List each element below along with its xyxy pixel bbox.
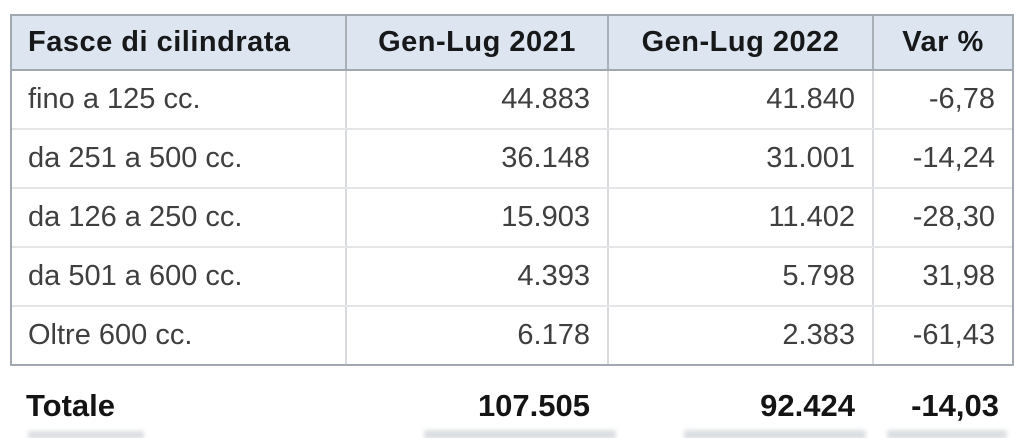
row-category: fino a 125 cc. [28,83,201,115]
cutoff-text-artifact [684,430,866,438]
row-variation: -6,78 [872,71,1012,128]
row-category: da 501 a 600 cc. [28,260,243,292]
row-category: da 126 a 250 cc. [28,201,243,233]
row-variation: -14,24 [872,130,1012,187]
row-value-2021: 15.903 [345,189,607,246]
row-variation: 31,98 [872,248,1012,305]
row-value-2022: 5.798 [607,248,872,305]
table-row: Oltre 600 cc. 6.178 2.383 -61,43 [12,305,1012,364]
row-variation: -61,43 [872,307,1012,364]
totals-row: Totale 107.505 92.424 -14,03 [10,383,1014,429]
row-value-2022: 2.383 [607,307,872,364]
totals-variation: -14,03 [911,388,999,423]
row-value-2021: 44.883 [345,71,607,128]
cutoff-text-artifact [424,430,616,438]
row-category: Oltre 600 cc. [28,319,193,351]
table-row: fino a 125 cc. 44.883 41.840 -6,78 [12,71,1012,128]
row-value-2022: 41.840 [607,71,872,128]
cutoff-text-artifact [28,431,144,438]
row-value-2022: 11.402 [607,189,872,246]
totals-value-2021: 107.505 [477,388,590,423]
table-header-row: Fasce di cilindrata Gen-Lug 2021 Gen-Lug… [12,16,1012,71]
row-value-2021: 4.393 [345,248,607,305]
totals-label: Totale [26,388,115,423]
totals-value-2022: 92.424 [760,388,855,423]
row-variation: -28,30 [872,189,1012,246]
row-category: da 251 a 500 cc. [28,142,243,174]
row-value-2021: 36.148 [345,130,607,187]
header-period-2022: Gen-Lug 2022 [607,16,872,69]
row-value-2021: 6.178 [345,307,607,364]
cutoff-text-artifact [887,430,1007,438]
header-category: Fasce di cilindrata [28,26,291,58]
row-value-2022: 31.001 [607,130,872,187]
table-row: da 251 a 500 cc. 36.148 31.001 -14,24 [12,128,1012,187]
header-variation: Var % [872,16,1012,69]
table-row: da 126 a 250 cc. 15.903 11.402 -28,30 [12,187,1012,246]
displacement-table: Fasce di cilindrata Gen-Lug 2021 Gen-Lug… [10,14,1014,366]
header-period-2021: Gen-Lug 2021 [345,16,607,69]
table-row: da 501 a 600 cc. 4.393 5.798 31,98 [12,246,1012,305]
